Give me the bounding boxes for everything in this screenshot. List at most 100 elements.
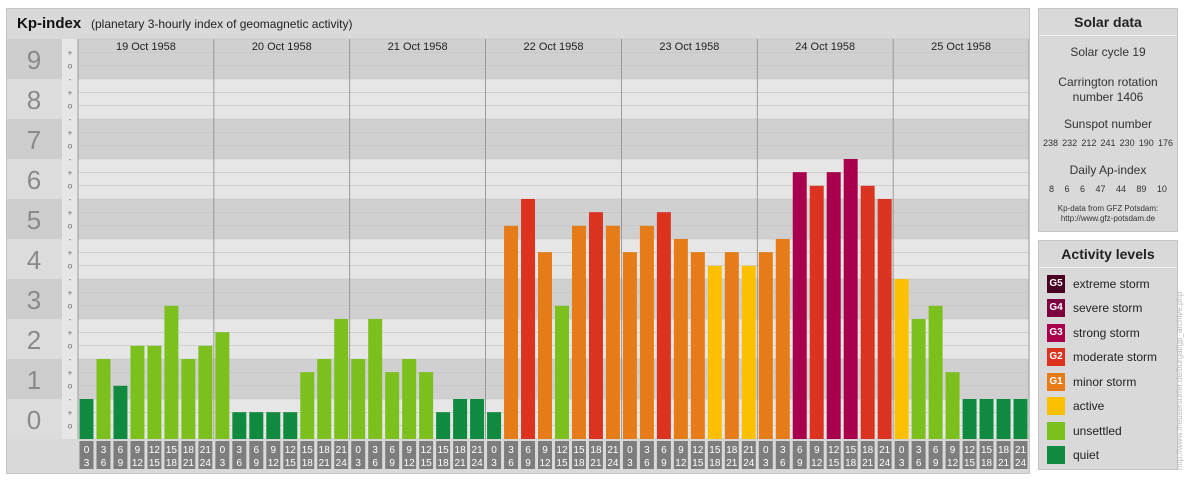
x-label-box — [266, 441, 281, 469]
x-label-box — [300, 441, 315, 469]
x-tick-start: 9 — [406, 445, 412, 456]
level-swatch: G1 — [1047, 373, 1065, 391]
minor-tick-label: o — [68, 422, 73, 431]
x-label-box — [707, 441, 722, 469]
kp-bar — [843, 159, 858, 439]
kp-bar — [758, 252, 773, 439]
x-tick-start: 0 — [627, 445, 633, 456]
x-tick-end: 6 — [780, 458, 786, 469]
x-tick-end: 9 — [525, 458, 531, 469]
source-link[interactable]: http://www.gfz-potsdam.de — [1060, 214, 1156, 223]
y-band — [7, 239, 62, 279]
x-tick-end: 9 — [118, 458, 124, 469]
x-label-box — [283, 441, 298, 469]
x-tick-start: 21 — [472, 445, 484, 456]
x-tick-end: 12 — [268, 458, 280, 469]
level-swatch — [1047, 397, 1065, 415]
kp-band — [78, 79, 1029, 119]
source-line1: Kp-data from GFZ Potsdam: — [1057, 204, 1159, 213]
x-label-box — [690, 441, 705, 469]
x-tick-end: 15 — [149, 458, 161, 469]
y-tick-label: 6 — [27, 165, 41, 195]
chart-title: Kp-index — [17, 15, 82, 32]
x-tick-start: 12 — [421, 445, 433, 456]
kp-bar — [945, 372, 960, 439]
kp-bar — [419, 372, 434, 439]
x-tick-start: 6 — [525, 445, 531, 456]
x-tick-start: 0 — [355, 445, 361, 456]
kp-bar — [690, 252, 705, 439]
x-label-box — [843, 441, 858, 469]
kp-bar — [215, 332, 230, 439]
x-label-box — [130, 441, 145, 469]
x-tick-end: 21 — [726, 458, 738, 469]
x-tick-end: 9 — [254, 458, 260, 469]
x-tick-start: 6 — [797, 445, 803, 456]
x-label-box — [470, 441, 485, 469]
x-label-box — [436, 441, 451, 469]
level-label: unsettled — [1073, 424, 1122, 438]
x-label-box — [894, 441, 909, 469]
kp-bar — [487, 412, 502, 439]
x-label-box — [809, 441, 824, 469]
x-tick-end: 15 — [692, 458, 704, 469]
x-tick-end: 24 — [1015, 458, 1027, 469]
x-label-box — [622, 441, 637, 469]
kp-bar — [266, 412, 281, 439]
kp-bar — [402, 359, 417, 439]
y-tick-label: 8 — [27, 85, 41, 115]
x-label-box — [826, 441, 841, 469]
x-label-box — [962, 441, 977, 469]
x-label-box — [605, 441, 620, 469]
ap-value: 10 — [1156, 184, 1167, 194]
x-tick-start: 15 — [709, 445, 721, 456]
x-label-box — [911, 441, 926, 469]
x-tick-start: 12 — [556, 445, 568, 456]
level-label: extreme storm — [1073, 277, 1150, 291]
kp-bar — [860, 185, 875, 439]
minor-tick-label: + — [68, 248, 73, 257]
kp-bar — [1013, 399, 1028, 439]
level-strong-storm: G3 strong storm — [1047, 323, 1140, 343]
y-band — [7, 319, 62, 359]
x-tick-start: 6 — [118, 445, 124, 456]
x-tick-end: 21 — [455, 458, 467, 469]
kp-bar — [894, 279, 909, 439]
minor-label-column — [62, 39, 78, 439]
x-tick-end: 24 — [200, 458, 212, 469]
ap-value: 8 — [1049, 184, 1055, 194]
minor-tick-label: - — [69, 235, 72, 244]
x-tick-start: 15 — [166, 445, 178, 456]
minor-tick-label: - — [69, 315, 72, 324]
carrington-line2: number 1406 — [1072, 90, 1144, 104]
level-swatch: G5 — [1047, 275, 1065, 293]
x-tick-start: 0 — [220, 445, 226, 456]
kp-bar — [571, 225, 586, 439]
kp-bar — [300, 372, 315, 439]
x-label-box — [521, 441, 536, 469]
level-severe-storm: G4 severe storm — [1047, 298, 1142, 318]
x-tick-end: 6 — [916, 458, 922, 469]
level-label: moderate storm — [1073, 350, 1158, 364]
sunspot-value: 176 — [1157, 138, 1173, 148]
x-tick-start: 9 — [950, 445, 956, 456]
x-tick-end: 9 — [389, 458, 395, 469]
ap-values: 8 6 6 47 44 89 10 — [1043, 184, 1173, 194]
x-tick-start: 3 — [644, 445, 650, 456]
x-tick-end: 18 — [166, 458, 178, 469]
x-label-box — [368, 441, 383, 469]
x-tick-start: 21 — [879, 445, 891, 456]
minor-tick-label: + — [68, 328, 73, 337]
kp-bar — [996, 399, 1011, 439]
x-tick-end: 24 — [879, 458, 891, 469]
x-tick-end: 21 — [998, 458, 1010, 469]
minor-tick-label: o — [68, 222, 73, 231]
x-tick-end: 12 — [404, 458, 416, 469]
x-label-box — [639, 441, 654, 469]
x-tick-start: 3 — [101, 445, 107, 456]
x-tick-start: 18 — [590, 445, 602, 456]
day-label: 22 Oct 1958 — [524, 41, 584, 53]
x-tick-end: 6 — [372, 458, 378, 469]
minor-tick-label: o — [68, 262, 73, 271]
x-tick-start: 18 — [998, 445, 1010, 456]
